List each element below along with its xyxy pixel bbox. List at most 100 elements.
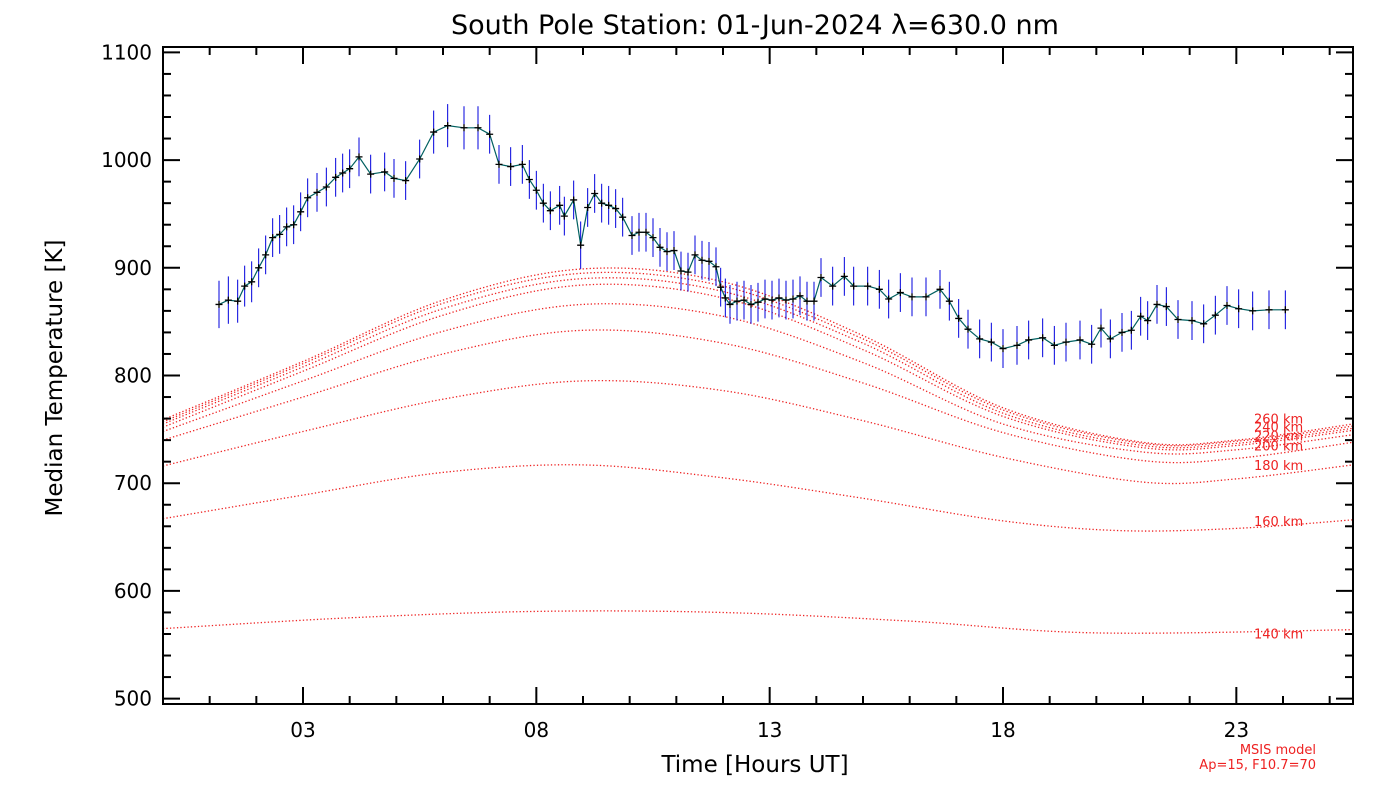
data-point (775, 294, 783, 302)
data-point (355, 153, 363, 161)
data-point (1013, 341, 1021, 349)
x-tick-label: 23 (1224, 718, 1249, 742)
data-point (1097, 324, 1105, 332)
data-point (269, 234, 277, 242)
data-point (297, 208, 305, 216)
x-axis-label: Time [Hours UT] (660, 752, 848, 778)
data-point (761, 295, 769, 303)
data-point (829, 282, 837, 290)
data-point (276, 230, 284, 238)
data-point (322, 183, 330, 191)
y-tick-label: 800 (114, 364, 152, 388)
data-point (649, 234, 657, 242)
data-point (1223, 301, 1231, 309)
data-point (1174, 315, 1182, 323)
data-point (416, 155, 424, 163)
data-point (290, 221, 298, 229)
y-tick-label: 600 (114, 579, 152, 603)
data-point (560, 212, 568, 220)
data-point (402, 177, 410, 185)
data-point (747, 300, 755, 308)
data-point (840, 272, 848, 280)
y-tick-label: 900 (114, 256, 152, 280)
data-point (367, 170, 375, 178)
model-curve-260-km (162, 277, 1354, 449)
data-point (691, 251, 699, 259)
data-point (936, 285, 944, 293)
data-point (721, 294, 729, 302)
data-point (444, 122, 452, 130)
data-point (864, 282, 872, 290)
data-point (810, 297, 818, 305)
data-point (782, 296, 790, 304)
model-curve-140-km (162, 610, 1354, 634)
data-point (964, 325, 972, 333)
data-point (1249, 307, 1257, 315)
data-point (1211, 311, 1219, 319)
data-point (584, 203, 592, 211)
model-note-line-1: MSIS model (1240, 743, 1316, 758)
data-point (670, 247, 678, 255)
data-point (1235, 305, 1243, 313)
data-point (726, 300, 734, 308)
data-point (896, 289, 904, 297)
data-point (215, 300, 223, 308)
data-point (677, 267, 685, 275)
data-point (1153, 300, 1161, 308)
data-point (1118, 328, 1126, 336)
data-point (577, 241, 585, 249)
data-point (712, 263, 720, 271)
data-point (817, 273, 825, 281)
data-point (656, 243, 664, 251)
data-point (1088, 340, 1096, 348)
data-point (224, 296, 232, 304)
data-point (619, 213, 627, 221)
data-point (248, 278, 256, 286)
data-point (486, 130, 494, 138)
model-curve-240-km (162, 283, 1354, 451)
data-point (332, 173, 340, 181)
data-point (733, 297, 741, 305)
data-point (1200, 320, 1208, 328)
data-point (1039, 334, 1047, 342)
model-note-line-2: Ap=15, F10.7=70 (1199, 758, 1316, 773)
model-label-240-km: 240 km (1254, 420, 1303, 435)
data-point (1281, 306, 1289, 314)
model-label-160-km: 160 km (1254, 515, 1303, 530)
data-point (241, 282, 249, 290)
data-point (955, 314, 963, 322)
data-point (628, 231, 636, 239)
chart-title: South Pole Station: 01-Jun-2024 λ=630.0 … (451, 10, 1059, 41)
data-point (546, 207, 554, 215)
data-point (1162, 303, 1170, 311)
data-point (999, 345, 1007, 353)
data-point (346, 165, 354, 173)
model-curve-300-km (162, 267, 1354, 446)
model-curve-220-km (162, 303, 1354, 455)
data-point (1127, 326, 1135, 334)
model-curve-180-km (162, 379, 1354, 485)
data-point (789, 295, 797, 303)
data-point (1265, 306, 1273, 314)
data-point (283, 223, 291, 231)
data-point (1144, 317, 1152, 325)
data-point (1106, 335, 1114, 343)
data-point (313, 188, 321, 196)
data-point (796, 292, 804, 300)
data-point (460, 124, 468, 132)
data-point (663, 248, 671, 256)
data-point (474, 124, 482, 132)
data-point (976, 335, 984, 343)
data-point (570, 196, 578, 204)
y-tick-label: 1100 (101, 40, 152, 64)
x-tick-label: 03 (290, 718, 315, 742)
plot-axes: 03 08 13 18 23 500 600 700 800 900 1000 1100 (101, 40, 1354, 742)
data-point (339, 169, 347, 177)
data-point (507, 163, 515, 171)
data-point (1188, 317, 1196, 325)
data-point (635, 228, 643, 236)
model-label-180-km: 180 km (1254, 459, 1303, 474)
